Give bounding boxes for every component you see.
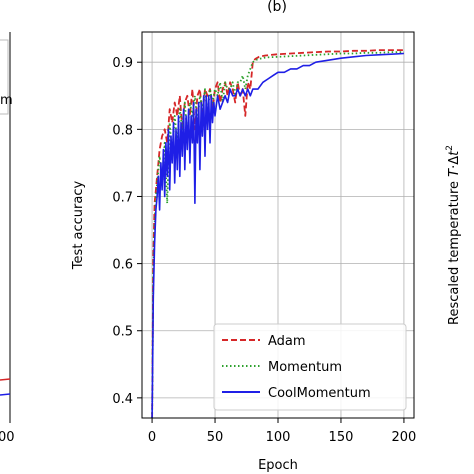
panel-title: (b) [267,0,287,15]
y-tick-label: 0.8 [112,123,133,138]
y-axis-ticks: 0.4 0.5 0.6 0.7 0.8 0.9 [112,56,142,407]
y-axis-label: Test accuracy [71,181,86,271]
x-axis-ticks: 0 50 100 150 200 [148,418,416,445]
legend-label-coolmomentum: CoolMomentum [268,386,371,401]
legend: Adam Momentum CoolMomentum [213,323,407,411]
legend-entries: Adam Momentum CoolMomentum [222,334,371,401]
right-panel-ylabel-dot: ·Δ [447,156,462,169]
x-tick-label: 200 [392,430,417,445]
left-panel-fragment: m 00 [0,32,15,445]
series-line-momentum [151,51,404,419]
right-panel-ylabel-main: Rescaled temperature [447,181,462,325]
right-panel-ylabel-T: T [447,168,462,177]
y-tick-label: 0.4 [112,392,133,407]
legend-label-momentum: Momentum [268,360,342,375]
left-panel-legend-box [0,39,9,115]
left-panel-blue-line-stub [0,393,11,396]
x-tick-label: 150 [329,430,354,445]
legend-label-adam: Adam [268,334,306,349]
y-tick-label: 0.6 [112,258,133,273]
y-tick-label: 0.5 [112,325,133,340]
y-tick-label: 0.7 [112,190,133,205]
right-panel-ylabel: Rescaled temperature T·Δt2 [445,145,462,325]
series-line-coolmomentum [151,52,404,419]
y-tick-label: 0.9 [112,56,133,71]
right-panel-ylabel-t: t [447,150,462,156]
x-tick-label: 0 [148,430,156,445]
right-panel-ylabel-sup: 2 [445,145,455,151]
series-line-adam [151,49,404,419]
x-axis-label: Epoch [258,458,298,473]
left-panel-red-line-stub [0,378,11,381]
left-panel-x-tick-label: 00 [0,430,15,445]
left-panel-legend-fragment: m [0,93,13,108]
x-tick-label: 100 [266,430,291,445]
legend-box [213,323,407,411]
x-tick-label: 50 [207,430,224,445]
series-layer [151,49,404,419]
